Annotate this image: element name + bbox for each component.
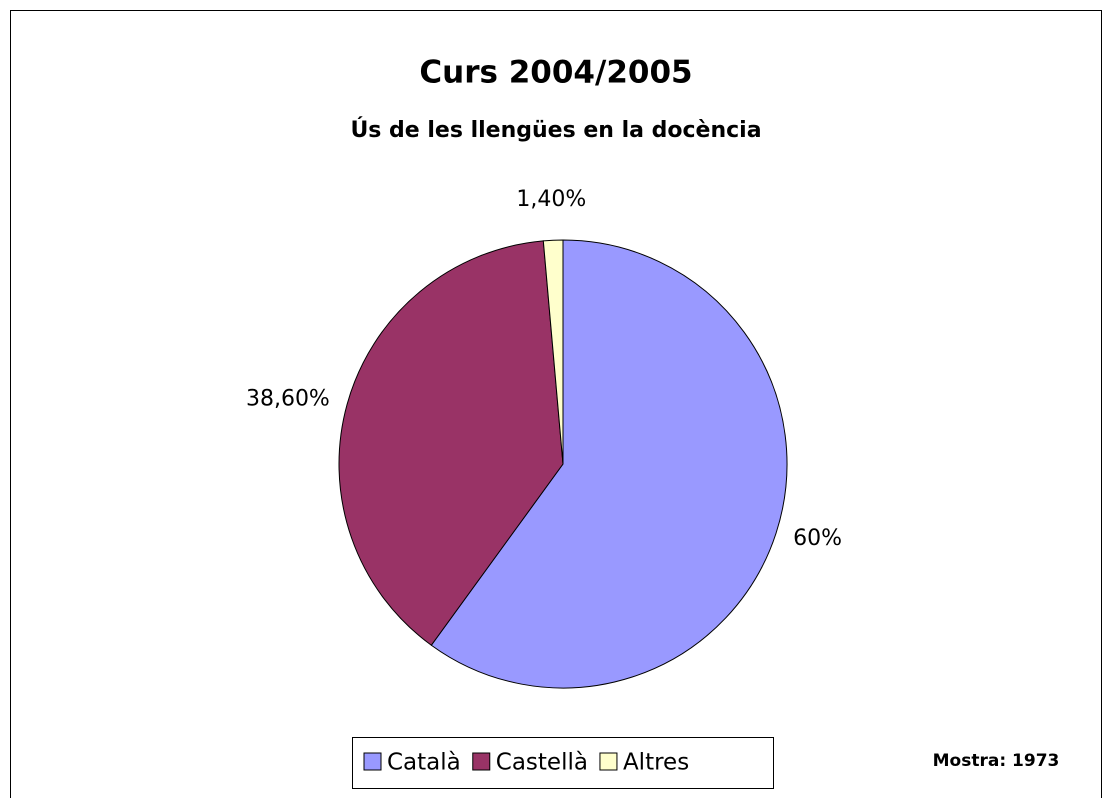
data-label: 60% [793,526,842,551]
legend-label: Castellà [496,750,588,776]
legend-box [352,737,774,789]
pie-slice [430,239,788,689]
legend-swatch [472,752,491,771]
legend-label: Altres [623,750,689,776]
legend-swatch [599,752,618,771]
chart-subtitle: Ús de les llengües en la docència [350,117,761,143]
annotation: Mostra: 1973 [933,751,1060,771]
data-label: 1,40% [516,187,586,212]
data-label: 38,60% [246,386,330,411]
pie: 60% 38,60% 1,40% [246,187,842,689]
legend-label: Català [387,750,461,776]
pie-slice [338,240,564,646]
pie-slice [542,239,564,465]
legend-swatch [363,752,382,771]
legend: Català Castellà Altres [363,750,689,776]
chart-title: Curs 2004/2005 [419,55,692,91]
